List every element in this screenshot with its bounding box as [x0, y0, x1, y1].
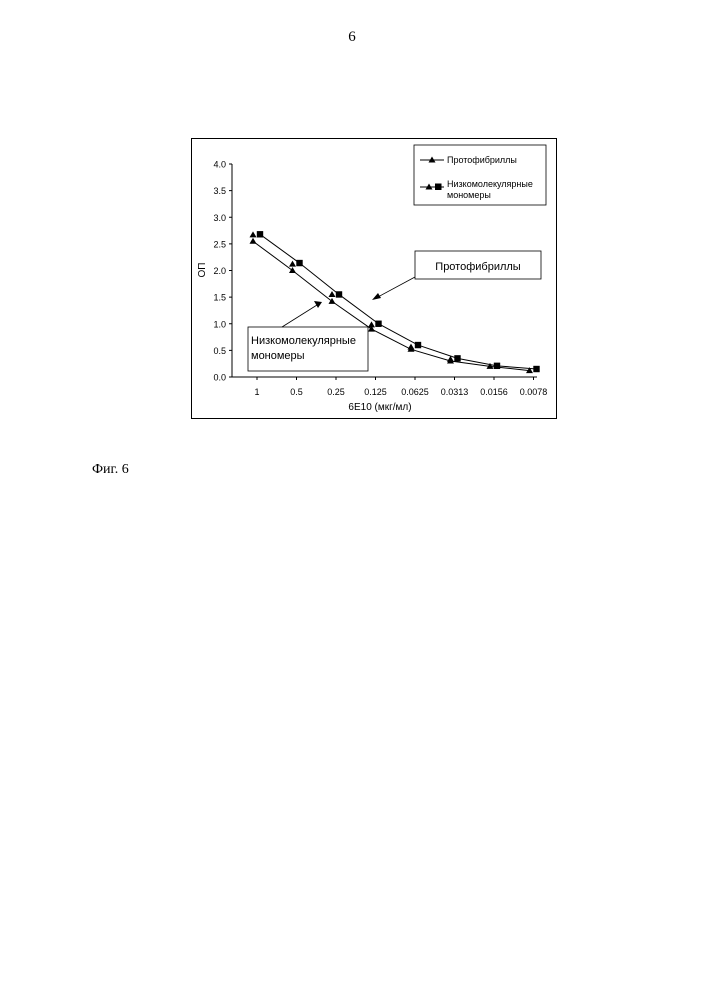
square-marker [296, 260, 302, 266]
y-tick-label: 3.5 [213, 186, 226, 196]
y-tick-label: 1.0 [213, 319, 226, 329]
square-marker [533, 366, 539, 372]
x-axis-label: 6E10 (мкг/мл) [348, 402, 411, 413]
triangle-marker [289, 261, 296, 267]
y-tick-label: 0.5 [213, 346, 226, 356]
x-tick-label: 0.0156 [480, 387, 508, 397]
triangle-marker [329, 298, 336, 304]
y-tick-label: 3.0 [213, 213, 226, 223]
x-tick-group: 1 0.5 0.25 0.125 0.0625 0.0313 0.0156 0.0078 [254, 377, 547, 397]
legend-monomers-label-line1: Низкомолекулярные [447, 179, 533, 189]
y-tick-label: 4.0 [213, 160, 226, 170]
y-tick-label: 1.5 [213, 293, 226, 303]
triangle-marker [250, 238, 257, 244]
figure-caption: Фиг. 6 [92, 462, 129, 478]
annotation-monomers-arrow [282, 305, 317, 327]
x-tick-label: 1 [254, 387, 259, 397]
annotation-protofibrils-arrow [376, 277, 415, 298]
annotation-monomers-arrowhead-icon [314, 301, 322, 308]
x-tick-label: 0.5 [290, 387, 303, 397]
y-axis-label: ОП [197, 263, 208, 278]
annotation-monomers-label-line1: Низкомолекулярные [251, 335, 356, 347]
legend-monomers-square-icon [435, 184, 442, 191]
annotation-monomers-box [248, 327, 368, 371]
annotation-monomers-label-line2: мономеры [251, 350, 305, 362]
y-tick-group: 0.0 0.5 1.0 1.5 2.0 2.5 3.0 3.5 4.0 [213, 160, 232, 383]
x-tick-label: 0.0625 [401, 387, 429, 397]
triangle-marker [408, 344, 415, 350]
y-tick-label: 0.0 [213, 373, 226, 383]
od-dilution-chart: 0.0 0.5 1.0 1.5 2.0 2.5 3.0 3.5 4.0 1 0.5 0.25 0.12… [192, 139, 556, 418]
annotation-protofibrils-arrowhead-icon [372, 293, 381, 300]
triangle-marker [289, 267, 296, 273]
square-marker [494, 363, 500, 369]
square-marker [415, 342, 421, 348]
x-tick-label: 0.0313 [441, 387, 469, 397]
legend: Протофибриллы Низкомолекулярные мономеры [414, 145, 546, 205]
page-number: 6 [0, 29, 704, 46]
triangle-marker [250, 231, 257, 237]
figure-frame: 0.0 0.5 1.0 1.5 2.0 2.5 3.0 3.5 4.0 1 0.5 0.25 0.12… [191, 138, 557, 419]
square-marker [336, 291, 342, 297]
y-tick-label: 2.0 [213, 266, 226, 276]
x-tick-label: 0.0078 [520, 387, 548, 397]
triangle-marker [329, 291, 336, 297]
legend-monomers-label-line2: мономеры [447, 190, 491, 200]
y-tick-label: 2.5 [213, 239, 226, 249]
x-tick-label: 0.25 [327, 387, 345, 397]
annotation-protofibrils-label: Протофибриллы [435, 261, 521, 273]
triangle-marker [368, 321, 375, 327]
square-marker [454, 355, 460, 361]
legend-protofibrils-label: Протофибриллы [447, 155, 517, 165]
x-tick-label: 0.125 [364, 387, 387, 397]
square-marker [375, 321, 381, 327]
square-marker [257, 231, 263, 237]
